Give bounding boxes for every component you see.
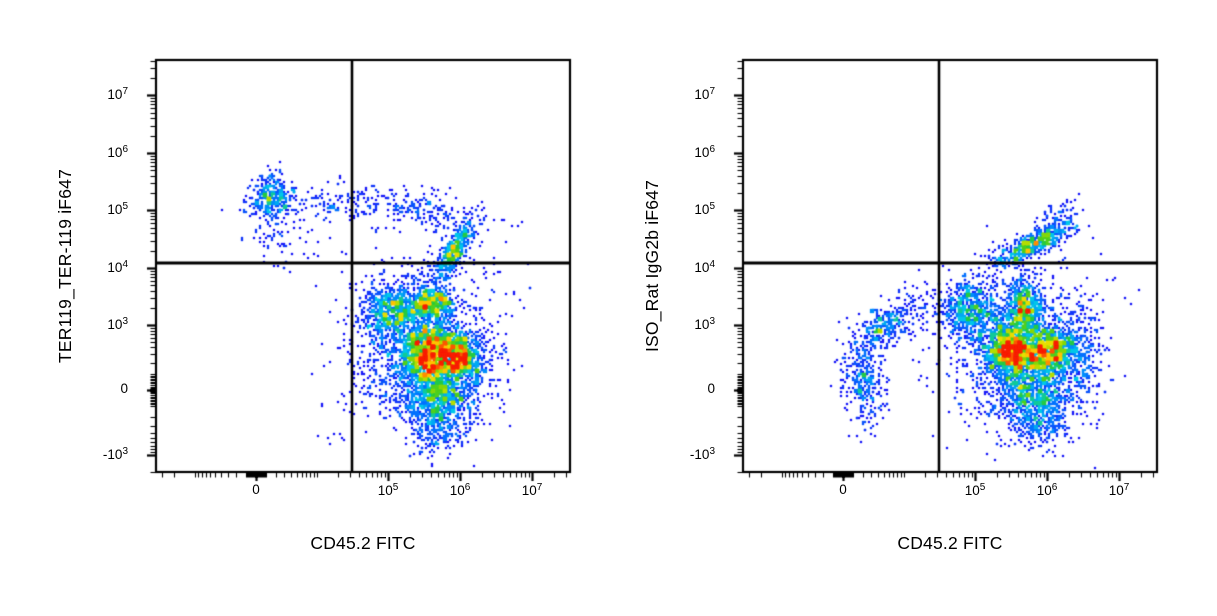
tick-exponent: 3: [122, 316, 128, 328]
tick-base: 10: [521, 483, 537, 498]
tick-base: 10: [694, 202, 710, 218]
y-tick-label: 103: [661, 317, 715, 332]
x-tick-label: 107: [1087, 483, 1151, 498]
tick-base: 0: [839, 482, 847, 497]
tick-base: 0: [707, 381, 715, 396]
tick-exponent: 5: [392, 482, 399, 493]
tick-exponent: 7: [122, 86, 128, 98]
tick-exponent: 3: [122, 445, 128, 457]
tick-base: 10: [107, 144, 123, 160]
y-tick-label: -103: [661, 445, 715, 462]
tick-exponent: 5: [709, 201, 715, 213]
tick-base: 10: [107, 87, 123, 103]
tick-exponent: 3: [709, 316, 715, 328]
y-tick-label: -103: [74, 445, 128, 462]
y-tick-label: 106: [661, 143, 715, 160]
tick-exponent: 6: [1051, 482, 1058, 493]
y-tick-label: 103: [74, 317, 128, 332]
tick-exponent: 4: [709, 258, 715, 270]
tick-exponent: 3: [709, 445, 715, 457]
tick-exponent: 5: [979, 482, 986, 493]
x-axis-title-right: CD45.2 FITC: [897, 533, 1003, 553]
tick-exponent: 5: [122, 201, 128, 213]
tick-exponent: 6: [464, 482, 471, 493]
tick-base: 10: [1036, 483, 1052, 498]
tick-exponent: 4: [122, 258, 128, 270]
x-tick-label: 0: [224, 483, 288, 497]
y-tick-label: 104: [74, 258, 128, 275]
x-tick-label: 106: [428, 483, 492, 498]
tick-base: 10: [449, 483, 465, 498]
tick-base: 10: [694, 144, 710, 160]
tick-base: 0: [252, 482, 260, 497]
tick-exponent: 6: [709, 143, 715, 155]
tick-base: 10: [377, 483, 393, 498]
tick-base: 0: [120, 381, 128, 396]
tick-base: 10: [107, 202, 123, 218]
y-tick-label: 107: [661, 87, 715, 102]
tick-exponent: 7: [536, 482, 543, 493]
x-tick-label: 0: [811, 483, 875, 497]
y-tick-label: 105: [661, 202, 715, 217]
x-tick-label: 106: [1015, 483, 1079, 498]
y-tick-label: 0: [74, 382, 128, 396]
tick-base: 10: [694, 87, 710, 103]
tick-exponent: 7: [1123, 482, 1130, 493]
flow-plot-canvas-left: [144, 58, 576, 488]
x-tick-label: 105: [943, 483, 1007, 498]
y-tick-label: 105: [74, 202, 128, 217]
y-tick-label: 104: [661, 258, 715, 275]
tick-exponent: 6: [122, 143, 128, 155]
x-tick-label: 105: [356, 483, 420, 498]
tick-base: 10: [964, 483, 980, 498]
tick-base: 10: [107, 317, 123, 333]
tick-exponent: 7: [709, 86, 715, 98]
tick-base: 10: [1108, 483, 1124, 498]
tick-base: 10: [107, 259, 123, 275]
tick-base: 10: [694, 317, 710, 333]
tick-base: 10: [694, 259, 710, 275]
y-tick-label: 0: [661, 382, 715, 396]
tick-base: -10: [689, 446, 710, 462]
flow-plot-canvas-right: [731, 58, 1163, 488]
y-tick-label: 106: [74, 143, 128, 160]
x-axis-title-left: CD45.2 FITC: [310, 533, 416, 553]
x-tick-label: 107: [500, 483, 564, 498]
tick-base: -10: [102, 446, 123, 462]
y-tick-label: 107: [74, 87, 128, 102]
